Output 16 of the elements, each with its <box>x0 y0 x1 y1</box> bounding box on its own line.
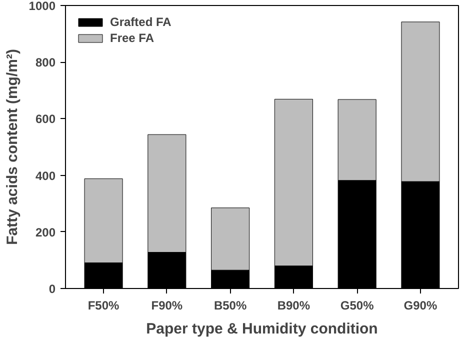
x-axis-title: Paper type & Humidity condition <box>146 320 378 338</box>
y-tick-label: 0 <box>48 282 56 296</box>
x-tick-label: G90% <box>404 298 438 312</box>
x-tick-label: B90% <box>277 298 310 312</box>
y-tick-label: 200 <box>35 225 56 240</box>
y-tick-label: 600 <box>35 112 56 126</box>
y-axis-title: Fatty acids content (mg/m²) <box>4 49 21 245</box>
x-tick-label: G50% <box>340 298 374 312</box>
x-tick-label: B50% <box>214 298 247 312</box>
legend-label: Free FA <box>110 31 154 45</box>
y-tick-label: 800 <box>35 56 56 70</box>
y-tick-label: 1000 <box>28 0 56 13</box>
x-tick-label: F90% <box>151 298 183 312</box>
legend-label: Grafted FA <box>110 15 172 29</box>
y-tick-label: 400 <box>35 168 56 183</box>
x-tick-label: F50% <box>88 298 120 312</box>
